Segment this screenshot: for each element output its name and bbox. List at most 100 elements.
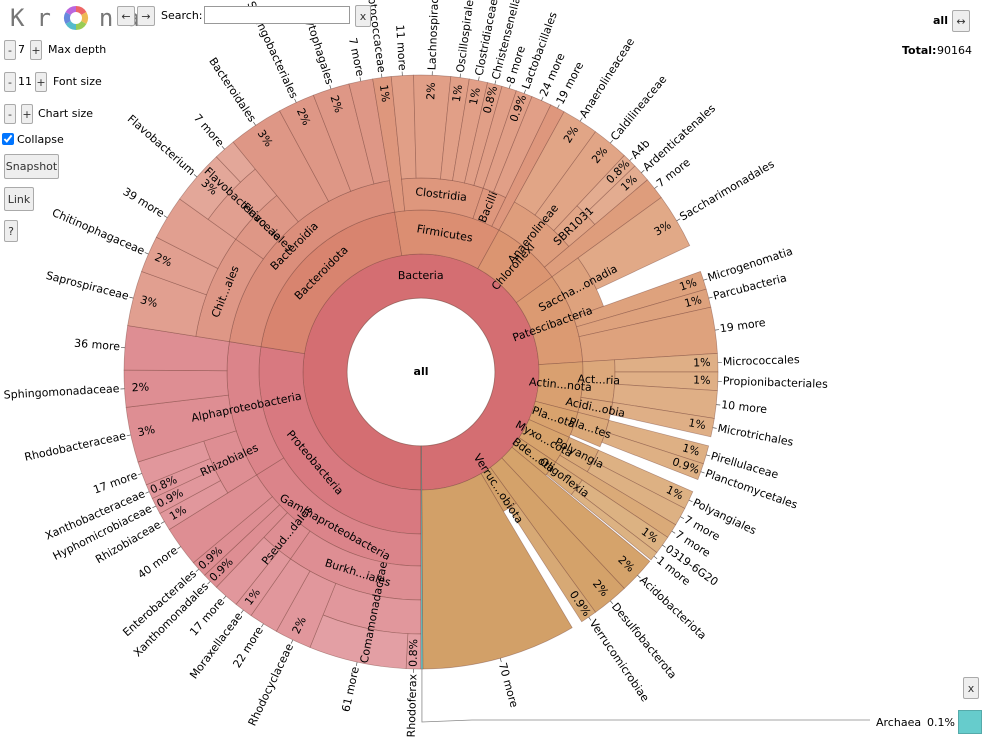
wedge bbox=[421, 473, 573, 670]
max-depth-label: Max depth bbox=[48, 43, 107, 56]
wedge bbox=[572, 270, 707, 328]
wedge bbox=[574, 479, 669, 554]
leaf-label: Sphingomonadaceae bbox=[3, 382, 120, 402]
leaf-label: 40 more bbox=[135, 544, 180, 582]
percent-label: 2% bbox=[153, 251, 174, 270]
leader-line bbox=[163, 215, 168, 218]
depth-minus-button[interactable]: - bbox=[4, 40, 16, 60]
legend-close-button[interactable]: x bbox=[963, 677, 979, 699]
leaf-label: 7 more bbox=[346, 37, 367, 78]
leader-line bbox=[610, 600, 614, 605]
leader-line bbox=[523, 89, 526, 94]
wedge bbox=[322, 583, 422, 635]
size-minus-button[interactable]: - bbox=[4, 104, 16, 124]
percent-label: 1% bbox=[687, 416, 707, 432]
percent-label: 2% bbox=[424, 82, 438, 100]
leader-line bbox=[129, 296, 134, 299]
wedge bbox=[145, 458, 216, 499]
leaf-label: Microtrichales bbox=[717, 422, 795, 449]
leaf-label: Flavobacterium bbox=[125, 112, 198, 178]
leader-line bbox=[579, 117, 583, 122]
wedge bbox=[501, 446, 651, 589]
help-button[interactable]: ? bbox=[4, 220, 18, 242]
leader-line bbox=[703, 278, 708, 281]
max-depth-value: 7 bbox=[18, 43, 25, 56]
leader-line bbox=[708, 296, 713, 299]
chart-size-label: Chart size bbox=[38, 107, 94, 120]
swap-button[interactable]: ↔ bbox=[952, 10, 970, 32]
percent-label: 3% bbox=[136, 423, 156, 439]
back-button[interactable]: ← bbox=[117, 6, 135, 26]
wedge bbox=[592, 449, 694, 509]
search-label: Search: bbox=[161, 9, 203, 22]
size-plus-button[interactable]: + bbox=[21, 104, 33, 124]
snapshot-button[interactable]: Snapshot bbox=[4, 154, 59, 179]
leader-line bbox=[637, 575, 641, 579]
wedge bbox=[559, 436, 600, 473]
collapse-checkbox[interactable] bbox=[2, 133, 14, 145]
percent-label: 2% bbox=[327, 94, 345, 115]
link-button[interactable]: Link bbox=[4, 187, 34, 211]
leader-line bbox=[240, 609, 244, 614]
percent-label: 1% bbox=[467, 86, 483, 106]
leader-line bbox=[508, 84, 511, 89]
wedge bbox=[275, 570, 337, 648]
wedge bbox=[534, 361, 584, 413]
wedge bbox=[226, 341, 285, 476]
leaf-label: 22 more bbox=[230, 624, 266, 670]
wedge bbox=[577, 196, 691, 290]
leader-line bbox=[671, 530, 676, 534]
leader-line bbox=[688, 499, 693, 503]
leader-line bbox=[706, 454, 711, 457]
wedge bbox=[614, 371, 719, 392]
search-input[interactable] bbox=[204, 6, 350, 24]
wedge bbox=[545, 461, 583, 496]
node-label: Actin...nota bbox=[528, 375, 592, 394]
font-plus-button[interactable]: + bbox=[35, 72, 47, 92]
leader-line bbox=[195, 568, 200, 573]
center-label: all bbox=[414, 365, 429, 378]
wedge bbox=[420, 445, 424, 670]
leader-line bbox=[152, 505, 157, 509]
leaf-label: Propionibacteriales bbox=[723, 374, 829, 390]
legend-leader bbox=[421, 668, 870, 723]
wedge bbox=[159, 480, 229, 531]
leader-line bbox=[294, 98, 297, 103]
leader-line bbox=[144, 252, 149, 255]
wedge bbox=[518, 419, 570, 463]
leader-line bbox=[654, 185, 658, 189]
leaf-label: Acidobacteriota bbox=[637, 574, 709, 643]
clear-search-button[interactable]: x bbox=[355, 5, 371, 27]
wedge bbox=[576, 155, 636, 215]
forward-button[interactable]: → bbox=[137, 6, 155, 26]
wedge bbox=[601, 431, 704, 481]
leader-line bbox=[676, 218, 681, 222]
leaf-label: Caldilineaceae bbox=[608, 73, 669, 143]
wedge bbox=[123, 325, 230, 372]
wedge bbox=[302, 253, 540, 491]
wedge bbox=[555, 454, 677, 538]
leader-line bbox=[588, 616, 592, 621]
leaf-label: 7 more bbox=[191, 112, 227, 150]
leader-line bbox=[629, 157, 633, 161]
wedge bbox=[553, 205, 596, 247]
leader-line bbox=[381, 73, 383, 78]
wedge bbox=[125, 394, 237, 463]
leader-line bbox=[290, 639, 294, 644]
leader-line bbox=[610, 139, 614, 144]
percent-label: 1% bbox=[377, 84, 392, 103]
wedge bbox=[228, 180, 396, 348]
wedge bbox=[232, 110, 330, 223]
focus-name: all bbox=[933, 14, 948, 27]
leader-line bbox=[714, 329, 720, 331]
depth-plus-button[interactable]: + bbox=[30, 40, 42, 60]
wedge bbox=[179, 156, 241, 220]
percent-label: 1% bbox=[678, 276, 699, 294]
font-minus-button[interactable]: - bbox=[4, 72, 16, 92]
node-label: Clostridia bbox=[415, 185, 468, 204]
leaf-label: Saprospiraceae bbox=[45, 269, 131, 303]
wedge bbox=[511, 437, 557, 476]
wedge bbox=[260, 211, 403, 354]
